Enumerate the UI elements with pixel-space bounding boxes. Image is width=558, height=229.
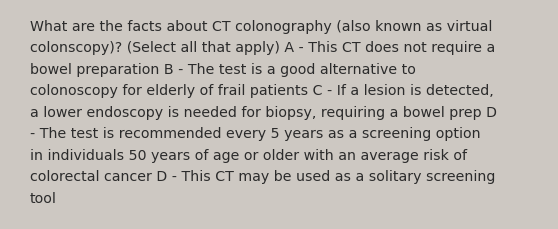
Text: in individuals 50 years of age or older with an average risk of: in individuals 50 years of age or older … — [30, 148, 467, 162]
Text: What are the facts about CT colonography (also known as virtual: What are the facts about CT colonography… — [30, 20, 492, 34]
Text: colorectal cancer D - This CT may be used as a solitary screening: colorectal cancer D - This CT may be use… — [30, 170, 496, 184]
Text: - The test is recommended every 5 years as a screening option: - The test is recommended every 5 years … — [30, 127, 480, 141]
Text: colonscopy)? (Select all that apply) A - This CT does not require a: colonscopy)? (Select all that apply) A -… — [30, 41, 496, 55]
Text: a lower endoscopy is needed for biopsy, requiring a bowel prep D: a lower endoscopy is needed for biopsy, … — [30, 106, 497, 120]
Text: colonoscopy for elderly of frail patients C - If a lesion is detected,: colonoscopy for elderly of frail patient… — [30, 84, 494, 98]
Text: tool: tool — [30, 191, 57, 205]
Text: bowel preparation B - The test is a good alternative to: bowel preparation B - The test is a good… — [30, 63, 416, 77]
